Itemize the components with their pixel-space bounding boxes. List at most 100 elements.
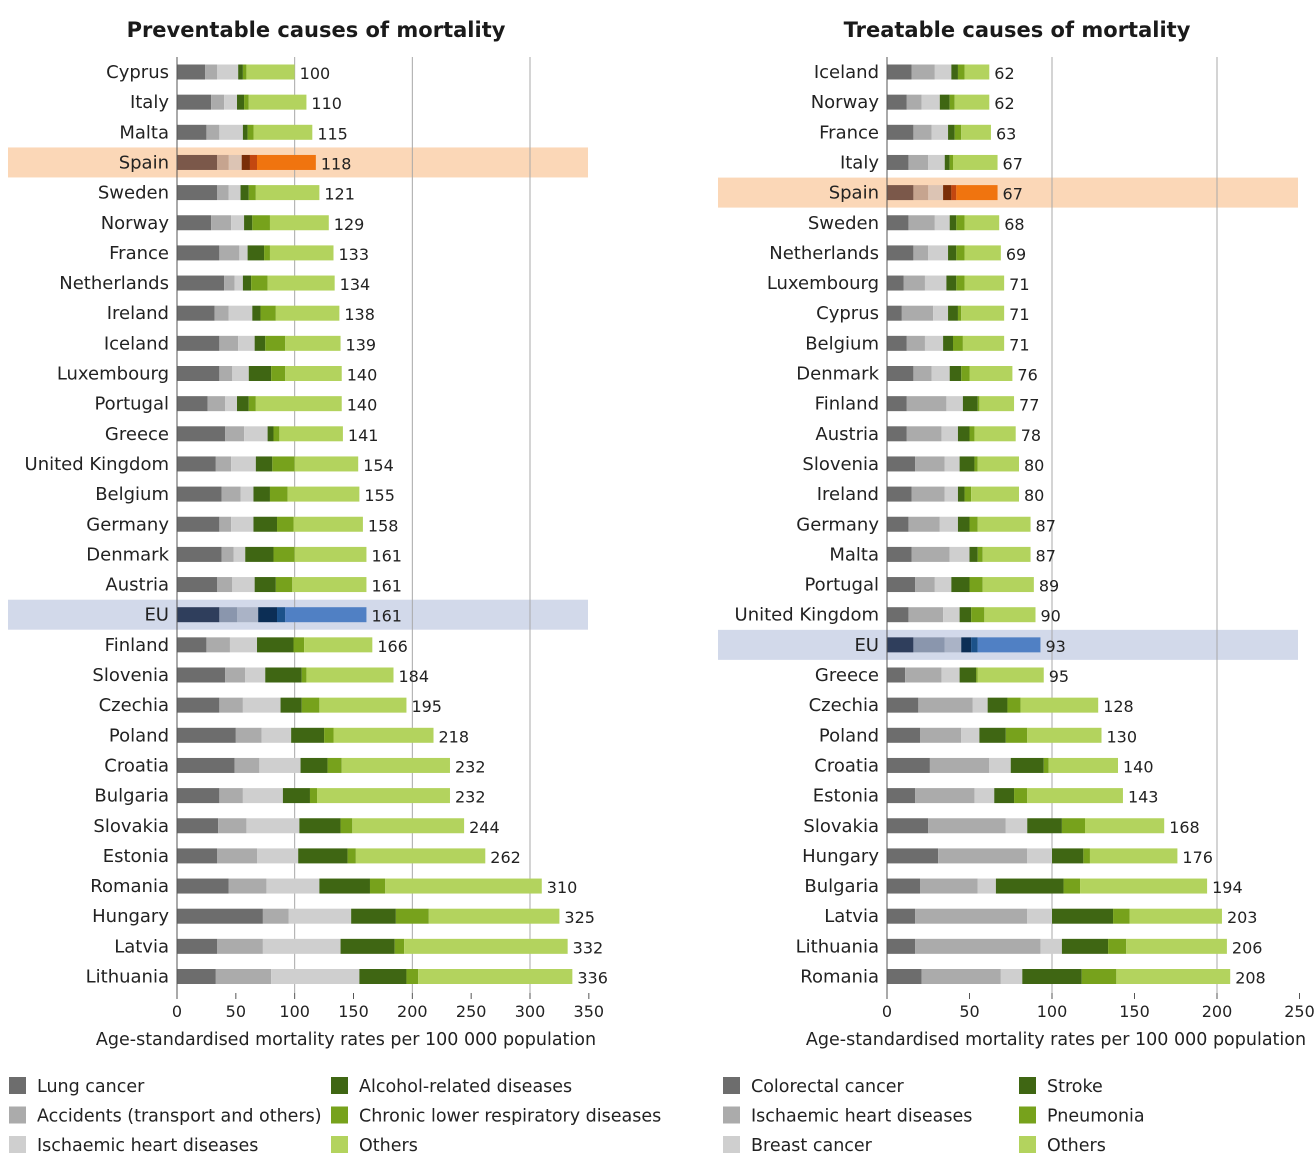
chart-2-bar-slovakia-seg-1	[887, 818, 929, 834]
chart-1-legend-swatch-5	[331, 1106, 348, 1124]
chart-1-bar-estonia-seg-3	[257, 848, 299, 864]
chart-1-bar-sweden-seg-3	[228, 185, 241, 201]
chart-1-total-label: 195	[411, 697, 442, 716]
chart-1-category-label: Hungary	[92, 906, 169, 927]
chart-2-category-label: Belgium	[805, 333, 879, 354]
chart-1-bar-poland-seg-6	[333, 727, 434, 743]
chart-2-bar-lithuania-seg-5	[1108, 938, 1127, 954]
chart-1-bar-estonia-seg-4	[298, 848, 348, 864]
chart-1-bar-belgium-seg-6	[287, 486, 360, 502]
chart-1-total-label: 140	[347, 396, 378, 415]
chart-1-bar-hungary-seg-2	[262, 908, 289, 924]
chart-2-bar-italy-seg-5	[949, 154, 953, 170]
chart-1-bar-portugal-seg-1	[177, 396, 208, 412]
chart-2-category-label: Luxembourg	[767, 273, 879, 294]
chart-1-total-label: 161	[371, 607, 402, 626]
chart-2-category-label: Bulgaria	[804, 876, 879, 897]
chart-2-bar-luxembourg-seg-3	[924, 275, 947, 291]
chart-2-bar-latvia-seg-3	[1027, 908, 1052, 924]
chart-2-bar-bulgaria-seg-5	[1063, 878, 1081, 894]
chart-1-bar-italy-seg-2	[211, 94, 225, 110]
chart-2-bar-eu-seg-1	[887, 637, 914, 653]
chart-1-category-label: Slovakia	[93, 816, 169, 837]
chart-1-legend-swatch-2	[9, 1106, 26, 1124]
chart-2-total-label: 95	[1049, 667, 1069, 686]
chart-2-bar-sweden-seg-4	[949, 215, 957, 231]
chart-1-bar-cyprus-seg-3	[217, 64, 239, 80]
chart-2-bar-portugal-seg-5	[969, 577, 983, 593]
chart-1-bar-united-kingdom-seg-2	[215, 456, 232, 472]
chart-1-bar-slovenia-seg-1	[177, 667, 226, 683]
chart-1-bar-spain-seg-1	[177, 154, 218, 170]
chart-2-bar-estonia-seg-2	[915, 788, 975, 804]
chart-2-total-label: 140	[1123, 757, 1154, 776]
chart-2-bar-latvia-seg-1	[887, 908, 916, 924]
chart-2-bar-portugal-seg-6	[982, 577, 1034, 593]
chart-2-bar-italy-seg-3	[928, 154, 945, 170]
chart-2-category-label: Iceland	[814, 62, 879, 83]
chart-1-bar-eu-seg-2	[219, 607, 238, 623]
chart-2-bar-malta-seg-3	[949, 546, 970, 562]
chart-1-category-label: Portugal	[94, 394, 169, 415]
chart-1-bar-united-kingdom-seg-1	[177, 456, 216, 472]
chart-2-bar-eu-seg-2	[913, 637, 945, 653]
chart-1-bar-finland-seg-6	[304, 637, 373, 653]
chart-1-bar-netherlands-seg-4	[242, 275, 252, 291]
chart-2-total-label: 168	[1169, 818, 1200, 837]
chart-1-bar-poland-seg-2	[235, 727, 262, 743]
chart-2-bar-lithuania-seg-2	[915, 938, 1041, 954]
chart-2-bar-romania-seg-2	[921, 969, 1001, 984]
chart-1-bar-italy-seg-1	[177, 94, 212, 110]
chart-2-bar-netherlands-seg-6	[964, 245, 1001, 261]
chart-1-total-label: 310	[547, 878, 578, 897]
chart-2-bar-finland-seg-2	[906, 396, 947, 412]
chart-2-bar-finland-seg-3	[946, 396, 963, 412]
chart-1-bar-portugal-seg-2	[207, 396, 226, 412]
chart-1-bar-poland-seg-1	[177, 727, 236, 743]
chart-2-total-label: 71	[1009, 275, 1029, 294]
chart-2-category-label: Slovenia	[802, 454, 879, 475]
chart-2-category-label: Denmark	[796, 364, 879, 385]
chart-2-bar-sweden-seg-2	[908, 215, 935, 231]
chart-1-bar-france-seg-1	[177, 245, 220, 261]
chart-1-bar-spain-seg-5	[249, 154, 258, 170]
chart-2-bar-sweden-seg-6	[964, 215, 1000, 231]
chart-2-bar-sweden-seg-1	[887, 215, 909, 231]
chart-2-bar-austria-seg-3	[941, 426, 958, 442]
chart-2-x-axis-label: Age-standardised mortality rates per 100…	[806, 1030, 1306, 1050]
chart-1-bar-austria-seg-3	[232, 577, 255, 593]
chart-1-bar-france-seg-2	[219, 245, 240, 261]
chart-2-bar-poland-seg-4	[979, 727, 1006, 743]
chart-2-legend-swatch-2	[723, 1106, 740, 1124]
chart-1-bar-czechia-seg-5	[301, 697, 320, 713]
chart-2-bar-luxembourg-seg-4	[946, 275, 957, 291]
chart-1-bar-germany-seg-5	[277, 516, 294, 532]
chart-1-tick-label: 0	[172, 1002, 182, 1021]
chart-1-bar-malta-seg-3	[219, 124, 243, 140]
chart-1-bar-portugal-seg-5	[248, 396, 256, 412]
chart-1-bar-italy-seg-3	[224, 94, 238, 110]
chart-2-bar-slovenia-seg-4	[959, 456, 975, 472]
chart-2-bar-hungary-seg-1	[887, 848, 939, 864]
chart-2-bar-estonia-seg-6	[1027, 788, 1123, 804]
chart-1-total-label: 141	[348, 426, 379, 445]
chart-1-bar-bulgaria-seg-1	[177, 788, 220, 804]
chart-2-total-label: 87	[1036, 516, 1056, 535]
chart-1-category-label: Estonia	[103, 846, 169, 867]
chart-1-bar-united-kingdom-seg-3	[231, 456, 256, 472]
chart-2-bar-spain-seg-3	[928, 185, 944, 201]
chart-1-bar-bulgaria-seg-4	[282, 788, 310, 804]
chart-2-bar-estonia-seg-5	[1014, 788, 1028, 804]
chart-1-bar-iceland-seg-1	[177, 335, 220, 351]
chart-2-bar-czechia-seg-1	[887, 697, 919, 713]
chart-2-total-label: 80	[1024, 486, 1044, 505]
chart-2-tick-label: 200	[1202, 1002, 1233, 1021]
chart-2-bar-netherlands-seg-2	[913, 245, 929, 261]
chart-2-total-label: 143	[1128, 788, 1159, 807]
chart-1-bar-latvia-seg-3	[262, 938, 341, 954]
chart-1-legend-swatch-4	[331, 1077, 348, 1094]
chart-1-total-label: 244	[469, 818, 500, 837]
chart-1-bar-norway-seg-6	[269, 215, 329, 231]
chart-2-total-label: 89	[1039, 577, 1059, 596]
chart-1-total-label: 218	[439, 727, 470, 746]
